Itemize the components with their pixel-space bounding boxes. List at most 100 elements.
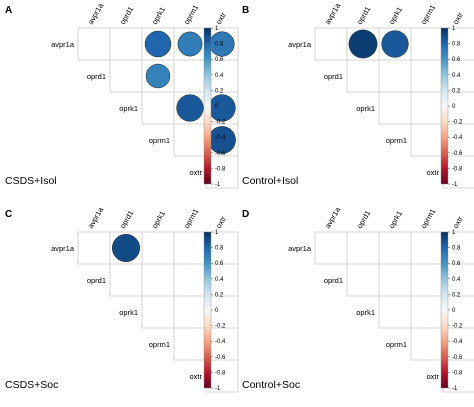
column-label: oprd1 <box>118 5 135 26</box>
colorbar <box>440 231 449 389</box>
correlation-circle <box>144 30 172 58</box>
colorbar-tick-label: -0.6 <box>215 355 226 361</box>
grid-lines <box>77 231 239 393</box>
column-label: avpr1a <box>86 1 106 26</box>
colorbar-tick-label: -0.6 <box>215 151 226 157</box>
colorbar-tick-label: 1 <box>452 26 456 32</box>
colorbar-tick-label: 0.6 <box>452 57 461 63</box>
colorbar <box>203 27 212 185</box>
colorbar-tick-label: 0.4 <box>215 277 224 283</box>
row-label: oxtr <box>189 372 202 381</box>
panel-letter: A <box>5 5 12 16</box>
row-label: avpr1a <box>51 244 75 253</box>
column-label: oxtr <box>451 214 465 230</box>
colorbar-tick-label: -0.2 <box>452 120 463 126</box>
correlation-circle <box>381 30 409 58</box>
colorbar-tick-label: 0.6 <box>215 57 224 63</box>
colorbar <box>203 231 212 389</box>
colorbar-tick-label: -0.4 <box>215 339 226 345</box>
colorbar <box>440 27 449 185</box>
colorbar-tick-label: 1 <box>215 230 219 236</box>
row-label: oprm1 <box>386 340 407 349</box>
condition-label: Control+Isol <box>242 175 298 187</box>
colorbar-tick-label: -0.6 <box>452 355 463 361</box>
column-label: oprd1 <box>355 209 372 230</box>
colorbar-tick-label: 0 <box>215 308 219 314</box>
row-label: oxtr <box>426 168 439 177</box>
colorbar-tick-label: 0.8 <box>452 42 461 48</box>
colorbar-tick-label: -1 <box>452 182 458 188</box>
column-label: oprd1 <box>355 5 372 26</box>
correlation-circle <box>111 233 141 263</box>
column-label: oprk1 <box>387 209 404 230</box>
colorbar-tick-label: 0 <box>452 308 456 314</box>
row-label: avpr1a <box>288 244 312 253</box>
colorbar-tick-label: 0.2 <box>452 292 461 298</box>
condition-label: CSDS+Soc <box>5 379 58 391</box>
colorbar-tick-label: 0.4 <box>215 73 224 79</box>
colorbar-tick-label: -0.4 <box>452 135 463 141</box>
row-label: avpr1a <box>288 40 312 49</box>
colorbar-tick-label: 0.2 <box>452 88 461 94</box>
correlation-circle <box>145 63 171 89</box>
row-label: oxtr <box>189 168 202 177</box>
column-label: oprm1 <box>419 207 437 230</box>
colorbar-tick-label: -0.4 <box>215 135 226 141</box>
colorbar-tick-label: 0.4 <box>452 73 461 79</box>
row-label: oprd1 <box>87 72 106 81</box>
colorbar-tick-label: 0.2 <box>215 292 224 298</box>
column-label: avpr1a <box>323 205 343 230</box>
row-label: oprk1 <box>119 104 138 113</box>
grid-lines <box>314 231 474 393</box>
colorbar-tick-label: -0.8 <box>215 166 226 172</box>
panel-letter: B <box>242 5 249 16</box>
column-label: oxtr <box>451 10 465 26</box>
column-label: avpr1a <box>323 1 343 26</box>
colorbar-tick-label: -0.2 <box>452 324 463 330</box>
row-label: oprk1 <box>356 308 375 317</box>
colorbar-tick-label: -0.8 <box>452 370 463 376</box>
colorbar-tick-label: 0 <box>452 104 456 110</box>
colorbar-tick-label: -0.8 <box>215 370 226 376</box>
colorbar-tick-label: 1 <box>452 230 456 236</box>
panel-letter: C <box>5 209 12 220</box>
row-label: oprm1 <box>149 136 170 145</box>
condition-label: CSDS+Isol <box>5 175 57 187</box>
row-label: oprk1 <box>356 104 375 113</box>
colorbar-tick-label: -0.6 <box>452 151 463 157</box>
correlation-circle <box>176 94 204 122</box>
row-label: oprm1 <box>149 340 170 349</box>
column-label: avpr1a <box>86 205 106 230</box>
colorbar-tick-label: 0.8 <box>215 42 224 48</box>
colorbar-tick-label: -1 <box>215 182 221 188</box>
row-label: oprd1 <box>324 72 343 81</box>
row-label: oprd1 <box>87 276 106 285</box>
row-label: oprm1 <box>386 136 407 145</box>
colorbar-tick-label: 0.6 <box>452 261 461 267</box>
panel-letter: D <box>242 209 249 220</box>
condition-label: Control+Soc <box>242 379 300 391</box>
colorbar-tick-label: 1 <box>215 26 219 32</box>
correlation-circle <box>348 29 378 59</box>
colorbar-tick-label: -0.2 <box>215 324 226 330</box>
colorbar-tick-label: 0.6 <box>215 261 224 267</box>
colorbar-tick-label: -0.4 <box>452 339 463 345</box>
colorbar-tick-label: 0.4 <box>452 277 461 283</box>
colorbar-tick-label: 0 <box>215 104 219 110</box>
correlation-circle <box>208 94 236 122</box>
column-label: oprd1 <box>118 209 135 230</box>
column-label: oprm1 <box>419 3 437 26</box>
row-label: oprk1 <box>119 308 138 317</box>
column-label: oprk1 <box>150 209 167 230</box>
row-label: oxtr <box>426 372 439 381</box>
colorbar-tick-label: -0.2 <box>215 120 226 126</box>
column-label: oprm1 <box>182 3 200 26</box>
column-label: oxtr <box>214 214 228 230</box>
row-label: avpr1a <box>51 40 75 49</box>
colorbar-tick-label: -1 <box>215 386 221 392</box>
colorbar-tick-label: 0.2 <box>215 88 224 94</box>
